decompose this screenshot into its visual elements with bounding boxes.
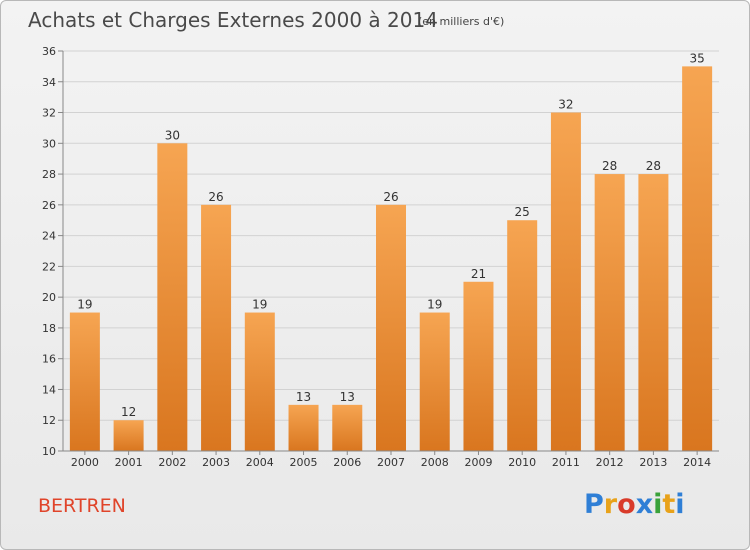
chart-title: Achats et Charges Externes 2000 à 2014: [28, 8, 438, 32]
x-tick-label: 2013: [639, 456, 667, 469]
y-tick-label: 30: [42, 137, 56, 150]
y-axis: 10 12 14 16 18 20 22 24 26 28 30 32 34 36: [42, 45, 64, 458]
proxiti-logo: Proxiti: [584, 489, 685, 520]
x-tick-label: 2000: [71, 456, 99, 469]
place-name: BERTREN: [38, 495, 126, 517]
data-label: 19: [252, 298, 267, 312]
data-label: 21: [471, 267, 486, 281]
bar: [376, 204, 406, 451]
data-label: 13: [296, 390, 311, 404]
logo-letter: r: [603, 489, 618, 520]
y-tick-label: 14: [42, 383, 56, 396]
logo-letter: t: [662, 489, 676, 520]
bar: [157, 143, 188, 452]
logo-letter: o: [617, 489, 636, 520]
bar: [113, 420, 144, 451]
data-label: 28: [602, 159, 617, 173]
bars: [69, 66, 713, 452]
bar: [69, 312, 100, 451]
y-tick-label: 16: [42, 353, 56, 366]
x-tick-label: 2002: [158, 456, 186, 469]
logo-letter: x: [635, 489, 654, 520]
data-label: 12: [121, 405, 136, 419]
chart-unit: (en milliers d'€): [418, 15, 505, 28]
y-tick-label: 32: [42, 107, 56, 120]
bar: [638, 174, 669, 452]
y-tick-label: 28: [42, 168, 56, 181]
data-label: 26: [208, 190, 223, 204]
y-tick-label: 20: [42, 291, 56, 304]
x-tick-label: 2004: [246, 456, 274, 469]
logo-letter: P: [584, 489, 604, 520]
logo-letter: i: [675, 489, 685, 520]
bar: [288, 404, 319, 451]
y-tick-label: 12: [42, 414, 56, 427]
bar: [463, 281, 494, 451]
data-label: 26: [383, 190, 398, 204]
logo-letter: i: [653, 489, 663, 520]
y-tick-label: 26: [42, 199, 56, 212]
x-tick-label: 2008: [421, 456, 449, 469]
x-axis: 2000 2001 2002 2003 2004 2005 2006 2007 2008 2009…: [63, 450, 719, 469]
x-tick-label: 2001: [115, 456, 143, 469]
y-tick-label: 24: [42, 230, 56, 243]
data-label: 25: [515, 205, 530, 219]
x-tick-label: 2003: [202, 456, 230, 469]
data-label: 35: [689, 51, 704, 65]
x-tick-label: 2012: [596, 456, 624, 469]
y-tick-label: 18: [42, 322, 56, 335]
bar: [332, 404, 363, 451]
x-tick-label: 2006: [333, 456, 361, 469]
data-label: 19: [77, 298, 92, 312]
x-tick-label: 2007: [377, 456, 405, 469]
bar: [682, 66, 713, 451]
x-tick-label: 2014: [683, 456, 711, 469]
y-tick-label: 34: [42, 76, 56, 89]
x-tick-label: 2005: [290, 456, 318, 469]
bar: [594, 174, 625, 452]
bar: [201, 204, 232, 451]
bar: [550, 112, 581, 452]
x-tick-label: 2009: [464, 456, 492, 469]
data-label: 19: [427, 298, 442, 312]
data-label: 13: [340, 390, 355, 404]
y-tick-label: 22: [42, 260, 56, 273]
data-label: 32: [558, 98, 573, 112]
data-labels: 19 12 30 26 19 13 13 26 19 21 25 32 28 28 35: [77, 51, 705, 419]
data-label: 30: [165, 128, 180, 142]
y-tick-label: 10: [42, 445, 56, 458]
bar: [507, 220, 538, 451]
data-label: 28: [646, 159, 661, 173]
x-tick-label: 2010: [508, 456, 536, 469]
y-tick-label: 36: [42, 45, 56, 58]
bar: [419, 312, 450, 451]
bar: [244, 312, 275, 451]
x-tick-label: 2011: [552, 456, 580, 469]
